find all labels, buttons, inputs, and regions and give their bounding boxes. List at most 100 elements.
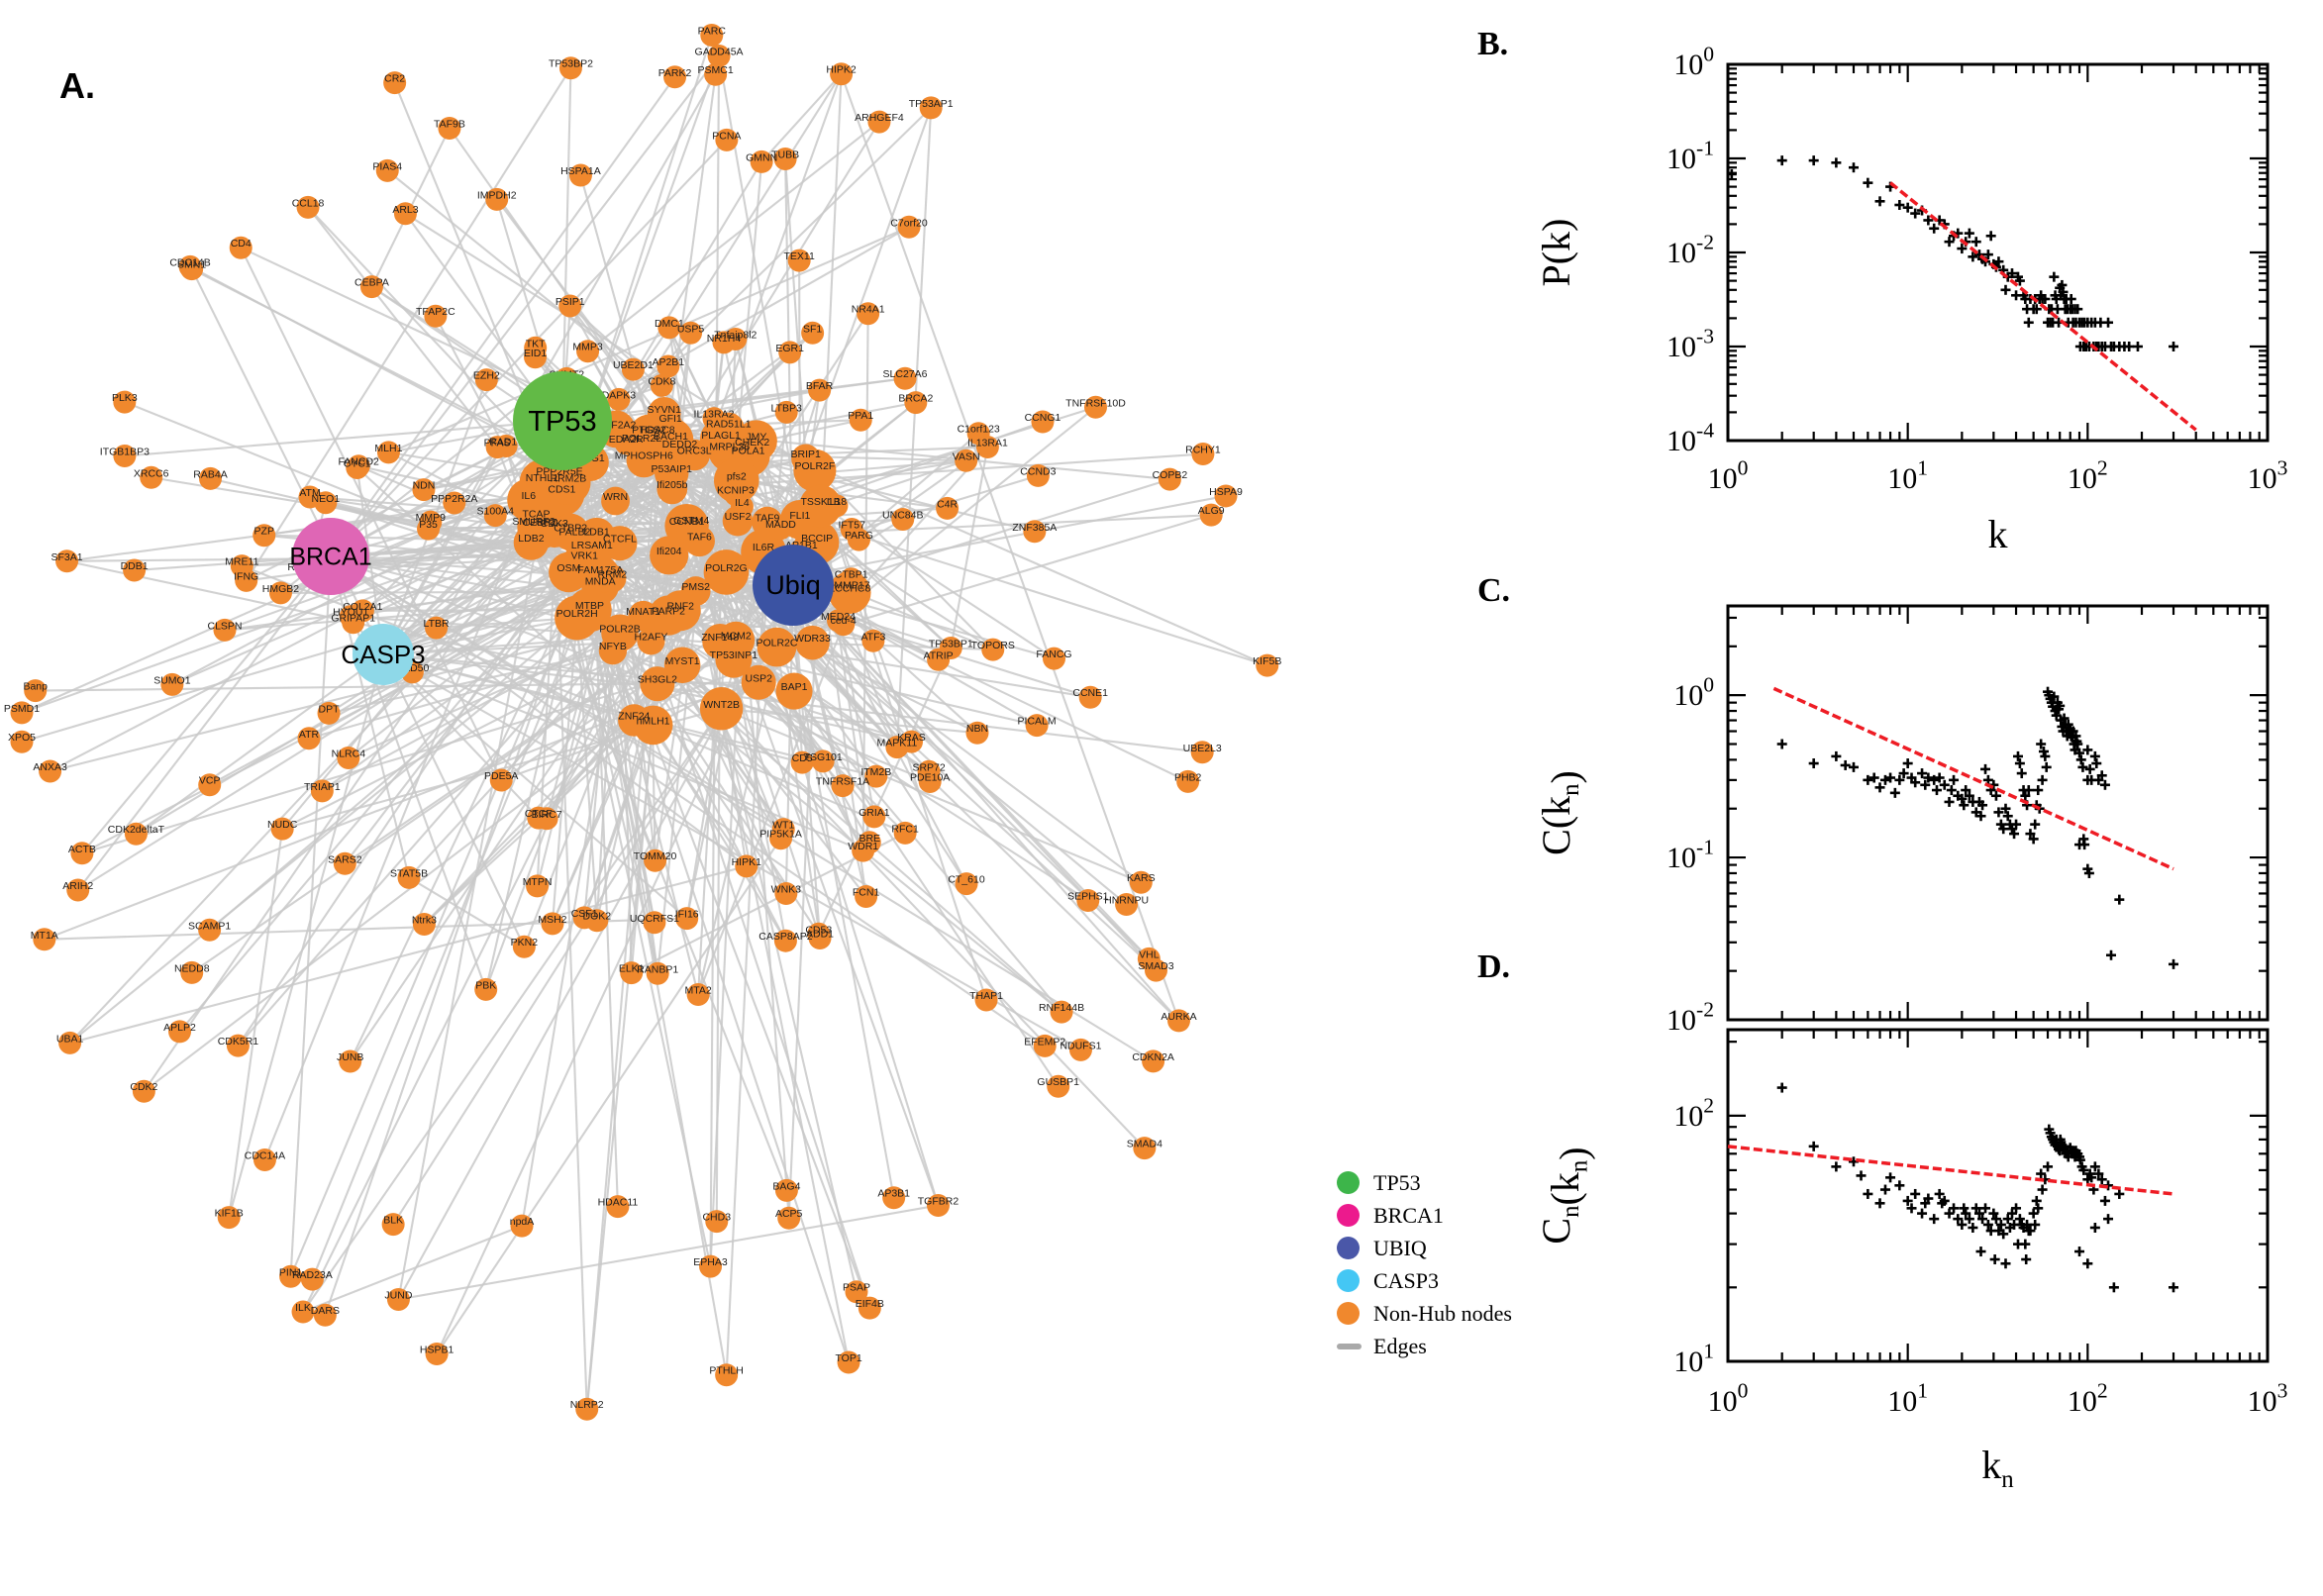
network-node-label: MLH1: [374, 443, 402, 454]
network-node-label: OSM: [556, 562, 580, 574]
network-node: [417, 517, 441, 541]
network-edge: [76, 54, 720, 891]
network-node-label: MNAT1: [626, 606, 660, 618]
network-node-label: CDK2: [130, 1081, 157, 1093]
network-node: [359, 275, 383, 299]
network-node: [1191, 443, 1215, 466]
network-node-label: PARC: [698, 26, 727, 38]
axis-ticks: [1726, 62, 2270, 443]
network-edge: [191, 542, 818, 974]
network-node: [1199, 503, 1223, 527]
network-node: [558, 56, 582, 80]
network-edge: [436, 838, 782, 1355]
network-node: [24, 679, 48, 703]
network-node: [774, 1178, 798, 1202]
network-node-label: USP2: [746, 672, 773, 684]
network-node-label: PSMD1: [4, 703, 40, 715]
x-tick-label: 103: [2248, 456, 2288, 496]
network-node-label: ATR: [299, 729, 320, 741]
network-node: [198, 466, 222, 490]
network-node-label: CDK5R1: [218, 1036, 259, 1047]
network-node-label: MMP9: [416, 512, 446, 524]
network-node-label: hMLH1: [637, 715, 670, 727]
network-node: [840, 567, 863, 591]
network-node: [675, 907, 699, 931]
network-node-label: IL13RA2: [694, 409, 735, 421]
network-node-label: ZNF385A: [1012, 522, 1057, 534]
network-edge: [792, 584, 1180, 1022]
network-node-label: RAD17: [489, 436, 523, 448]
hub-node-tp53: [513, 371, 612, 470]
network-edge: [330, 555, 748, 867]
network-node-label: DAPK3: [602, 389, 637, 401]
network-node-label: ATM: [299, 487, 320, 499]
network-edge: [302, 1225, 523, 1313]
plot-frame: [1726, 604, 2270, 1022]
node-swatch-icon: [1337, 1237, 1360, 1259]
network-node-label: CDK3: [541, 518, 568, 530]
network-node-label: PARG: [845, 530, 873, 542]
network-node-label: MYST1: [665, 655, 700, 667]
network-edge: [124, 419, 563, 457]
hub-node-ubiq: [753, 545, 834, 626]
network-node: [808, 378, 832, 402]
network-node-label: BACH1: [654, 431, 688, 443]
axis-ticks: [1726, 606, 2270, 1022]
network-node-label: UNC84B: [882, 509, 923, 521]
network-node: [1033, 1034, 1057, 1057]
network-edge: [392, 708, 723, 1226]
network-node: [512, 935, 536, 958]
network-node-label: NR1H4: [707, 333, 742, 345]
network-edge: [950, 447, 989, 648]
network-node: [113, 444, 137, 467]
network-node: [663, 647, 701, 684]
network-edge: [697, 624, 845, 995]
network-node-label: POLR2H: [556, 608, 598, 620]
hub-node-ubiq-label: Ubiq: [765, 570, 821, 600]
network-node: [778, 341, 802, 364]
network-node: [313, 1303, 337, 1327]
network-node-label: CHD3: [702, 1212, 731, 1224]
network-node: [795, 625, 830, 660]
network-node-label: ZNF148: [701, 632, 739, 644]
network-edge: [747, 453, 953, 649]
network-node: [376, 441, 400, 464]
network-edge: [530, 542, 1089, 902]
network-node-label: PPP2R2A: [431, 493, 477, 505]
network-edge: [382, 653, 1081, 1051]
network-node-label: ZCCHC8: [829, 583, 871, 595]
network-node-label: WRN: [603, 491, 628, 503]
network-node: [333, 851, 356, 875]
network-node: [724, 483, 748, 507]
x-axis-label: k: [1988, 512, 2008, 556]
network-node: [337, 747, 360, 770]
network-node: [300, 1267, 324, 1291]
network-edge: [551, 429, 588, 1410]
network-node: [168, 1020, 192, 1044]
network-node: [412, 478, 436, 502]
network-node: [867, 110, 891, 134]
network-node: [123, 558, 147, 582]
network-node-label: BRE: [858, 833, 880, 845]
network-nodes: [10, 24, 1279, 1421]
network-node-label: EPHA3: [693, 1256, 728, 1268]
network-node: [774, 881, 798, 905]
network-edge: [357, 226, 910, 467]
network-node: [1043, 647, 1066, 670]
network-node: [567, 587, 612, 633]
network-node-label: CTBP1: [835, 569, 868, 581]
network-node-label: MNDA: [585, 576, 616, 588]
network-node-label: ILK: [295, 1302, 311, 1314]
network-node: [297, 727, 321, 750]
network-node-label: WT1: [772, 820, 794, 832]
network-node-label: pfs2: [727, 470, 747, 482]
network-node-label: PICALM: [1018, 716, 1057, 728]
network-node-label: TSG101: [804, 751, 843, 763]
network-node-label: IMPDH2: [477, 189, 517, 201]
panel-c-label: C.: [1477, 572, 1511, 609]
network-node: [891, 507, 915, 531]
network-node: [483, 504, 507, 528]
network-node: [393, 202, 417, 226]
network-node-label: ANXA3: [33, 761, 67, 773]
